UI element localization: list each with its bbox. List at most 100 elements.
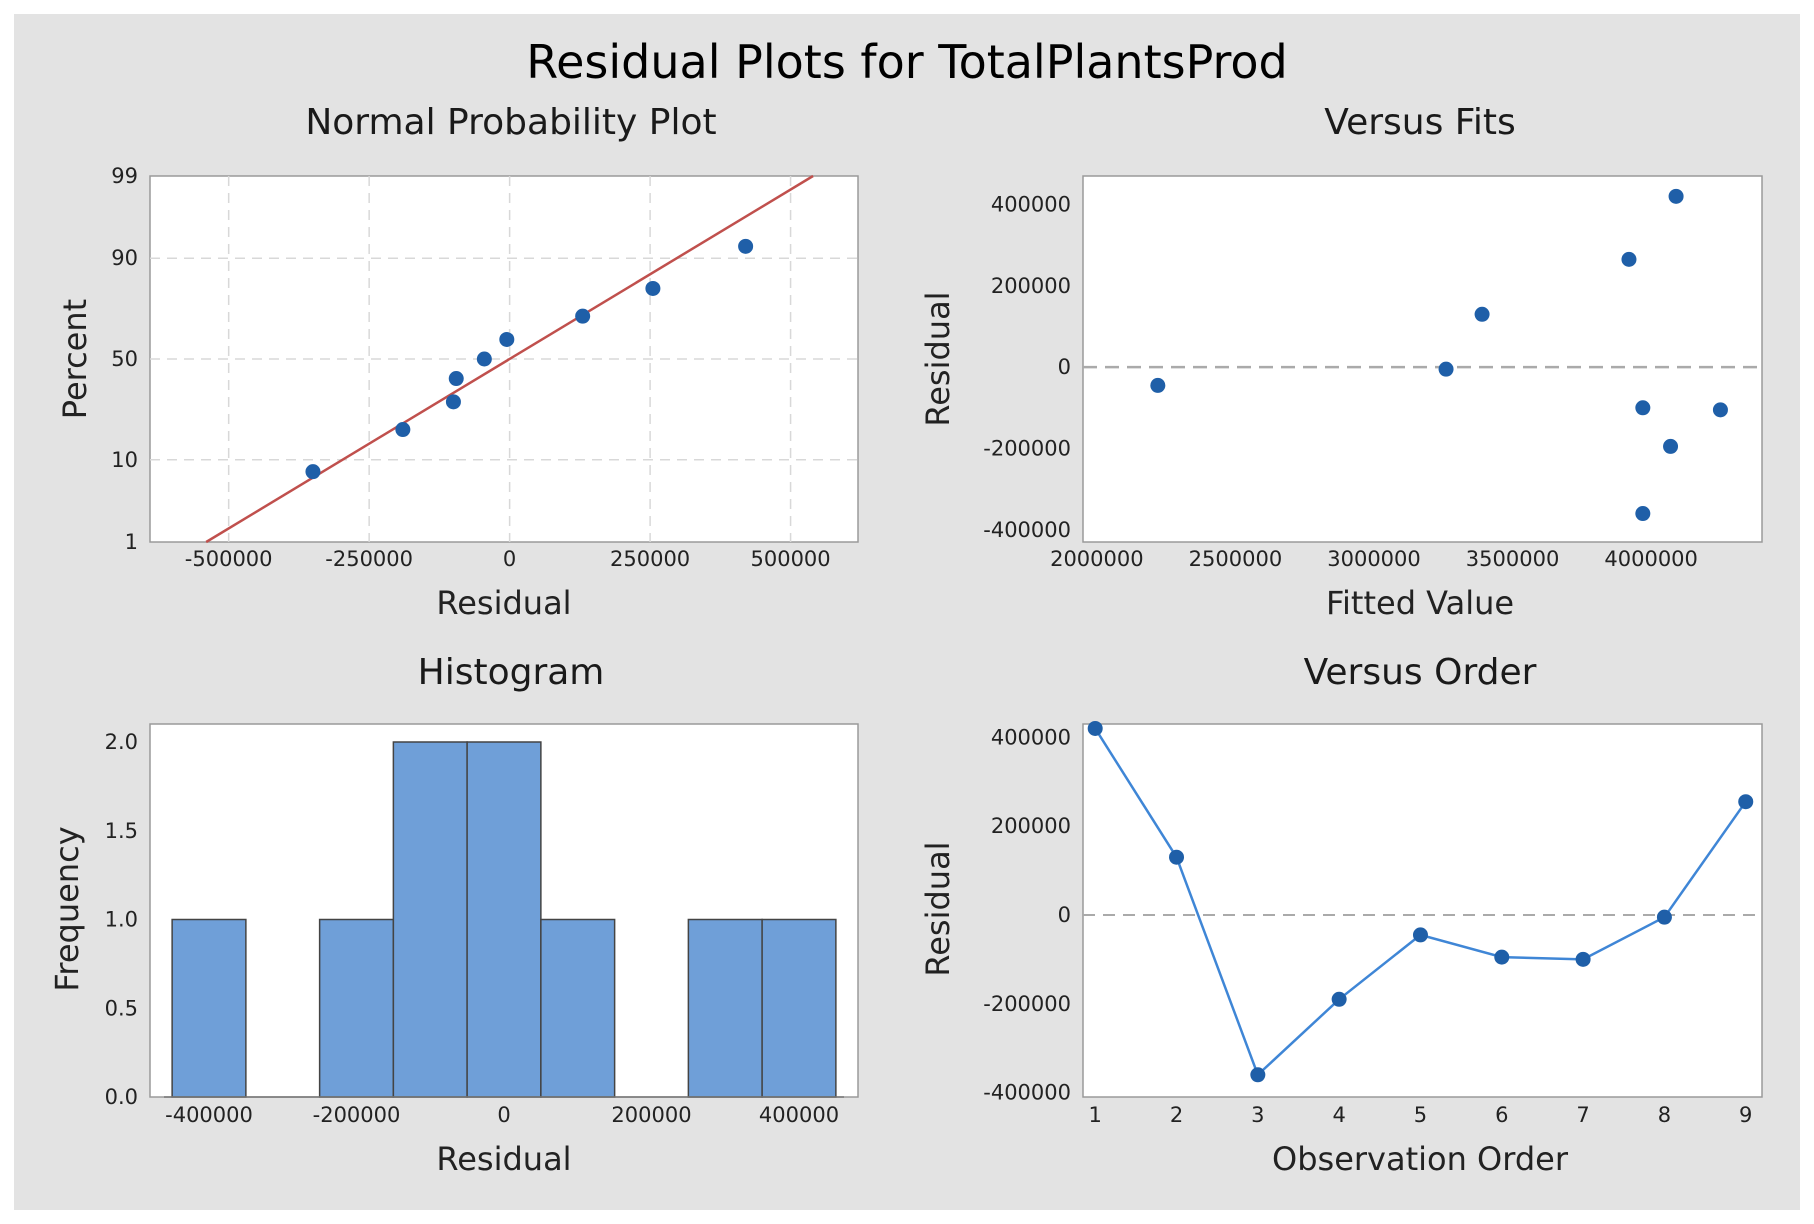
fits-tick-labels: 2000000 2500000 3000000 3500000 4000000-4000… xyxy=(983,192,1698,571)
order-x-tick-label: 1 xyxy=(1089,1103,1102,1127)
order-y-tick-label: -200000 xyxy=(983,992,1071,1016)
histogram-bar xyxy=(687,918,763,1098)
histogram-bar xyxy=(761,918,837,1098)
normal-y-tick-label: 90 xyxy=(111,246,138,270)
histogram-x-tick-label: -200000 xyxy=(313,1103,401,1127)
panel-normal-probability: Normal Probability Plot -500000 -250000 0 2… xyxy=(56,102,859,622)
order-data-point xyxy=(1656,909,1672,925)
fits-y-tick-label: 0 xyxy=(1058,355,1071,379)
histogram-marks xyxy=(164,741,844,1098)
order-x-tick-label: 4 xyxy=(1332,1103,1345,1127)
normal-data-point xyxy=(738,238,754,254)
normal-x-tick-label: -500000 xyxy=(185,547,273,571)
normal-y-axis-label: Percent xyxy=(56,299,94,419)
normal-y-tick-label: 50 xyxy=(111,347,138,371)
normal-data-point xyxy=(575,308,591,324)
fits-data-point xyxy=(1150,377,1166,393)
fits-x-axis-label: Fitted Value xyxy=(1326,584,1514,622)
order-y-tick-label: 400000 xyxy=(991,725,1071,749)
fits-data-point xyxy=(1668,188,1684,204)
normal-y-tick-label: 1 xyxy=(125,530,138,554)
fits-data-point xyxy=(1635,400,1651,416)
normal-y-tick-label: 99 xyxy=(111,164,138,188)
fits-y-tick-label: -400000 xyxy=(983,518,1071,542)
order-panel-title: Versus Order xyxy=(1304,652,1537,693)
histogram-x-tick-label: 400000 xyxy=(759,1103,839,1127)
chart-canvas: Residual Plots for TotalPlantsProd Norma… xyxy=(48,35,1763,1178)
order-marks xyxy=(1083,720,1762,1083)
histogram-y-axis-label: Frequency xyxy=(48,826,86,991)
order-tick-labels: 1 2 3 4 5 6 7 8 9 -400000 -200000 0 200000 400000 xyxy=(983,725,1752,1127)
order-data-point xyxy=(1738,794,1754,810)
fits-x-tick-label: 2500000 xyxy=(1189,547,1283,571)
histogram-y-tick-label: 1.0 xyxy=(105,908,138,932)
order-x-tick-label: 2 xyxy=(1170,1103,1183,1127)
fits-data-point xyxy=(1621,251,1637,267)
histogram-x-tick-label: -400000 xyxy=(165,1103,253,1127)
order-x-tick-label: 8 xyxy=(1658,1103,1671,1127)
histogram-panel-title: Histogram xyxy=(418,652,605,693)
histogram-bar xyxy=(466,741,542,1098)
normal-data-point xyxy=(645,280,661,296)
fits-data-point xyxy=(1438,361,1454,377)
order-plot-area xyxy=(1082,723,1763,1098)
fits-marks xyxy=(1083,188,1762,522)
normal-tick-labels: -500000 -250000 0 250000 500000 1 10 50 90 99 xyxy=(111,164,830,571)
fits-panel-title: Versus Fits xyxy=(1324,102,1516,143)
order-x-axis-label: Observation Order xyxy=(1272,1140,1569,1178)
histogram-y-tick-label: 2.0 xyxy=(105,730,138,754)
fits-y-tick-label: 400000 xyxy=(991,192,1071,216)
panel-histogram: Histogram -400000 -200000 0 200000 400000 0.0… xyxy=(48,652,859,1178)
histogram-y-tick-label: 0.0 xyxy=(105,1085,138,1109)
fits-plot-area xyxy=(1082,175,1763,543)
normal-x-tick-label: 500000 xyxy=(750,547,830,571)
order-x-tick-label: 5 xyxy=(1414,1103,1427,1127)
normal-panel-title: Normal Probability Plot xyxy=(305,102,716,143)
normal-x-tick-label: -250000 xyxy=(325,547,413,571)
fits-data-point xyxy=(1474,306,1490,322)
normal-gridlines xyxy=(150,176,858,542)
panel-versus-fits: Versus Fits 2000000 2500000 3000000 3500000… xyxy=(919,102,1763,622)
normal-data-point xyxy=(448,371,464,387)
fits-y-tick-label: 200000 xyxy=(991,274,1071,298)
fits-data-point xyxy=(1635,506,1651,522)
order-data-point xyxy=(1575,951,1591,967)
fits-data-point xyxy=(1712,402,1728,418)
fits-y-axis-label: Residual xyxy=(919,291,957,426)
fits-x-tick-label: 3000000 xyxy=(1327,547,1421,571)
histogram-x-axis-label: Residual xyxy=(436,1140,571,1178)
fits-x-tick-label: 2000000 xyxy=(1050,547,1144,571)
histogram-bar xyxy=(318,918,395,1098)
fits-data-point xyxy=(1663,438,1679,454)
normal-data-point xyxy=(395,422,411,438)
normal-data-point xyxy=(476,351,492,367)
order-y-tick-label: -400000 xyxy=(983,1081,1071,1105)
fits-y-tick-label: -200000 xyxy=(983,436,1071,460)
residual-plots-figure: Residual Plots for TotalPlantsProd Norma… xyxy=(14,14,1800,1210)
normal-x-axis-label: Residual xyxy=(436,584,571,622)
normal-fit-line xyxy=(205,174,814,544)
normal-data-point xyxy=(445,394,461,410)
order-x-tick-label: 7 xyxy=(1576,1103,1589,1127)
histogram-y-tick-label: 0.5 xyxy=(105,996,138,1020)
normal-data-point xyxy=(305,464,321,480)
normal-marks xyxy=(205,174,814,544)
histogram-bar xyxy=(171,918,247,1098)
figure-title: Residual Plots for TotalPlantsProd xyxy=(526,35,1288,89)
fits-x-tick-label: 3500000 xyxy=(1466,547,1560,571)
order-x-tick-label: 9 xyxy=(1739,1103,1752,1127)
normal-data-point xyxy=(499,331,515,347)
normal-plot-area xyxy=(149,175,859,543)
histogram-bar xyxy=(540,918,616,1098)
order-data-point xyxy=(1087,720,1103,736)
panel-versus-order: Versus Order 1 2 3 4 5 6 7 8 9 -400000 -200000 0 200… xyxy=(919,652,1763,1178)
order-x-tick-label: 6 xyxy=(1495,1103,1508,1127)
histogram-x-tick-label: 200000 xyxy=(611,1103,691,1127)
histogram-x-tick-label: 0 xyxy=(497,1103,510,1127)
order-y-axis-label: Residual xyxy=(919,841,957,976)
histogram-bar xyxy=(392,741,468,1098)
order-data-point xyxy=(1169,849,1185,865)
order-x-tick-label: 3 xyxy=(1251,1103,1264,1127)
histogram-tick-labels: -400000 -200000 0 200000 400000 0.0 0.5 1.0 1.5 2… xyxy=(105,730,839,1127)
order-data-point xyxy=(1250,1067,1266,1083)
